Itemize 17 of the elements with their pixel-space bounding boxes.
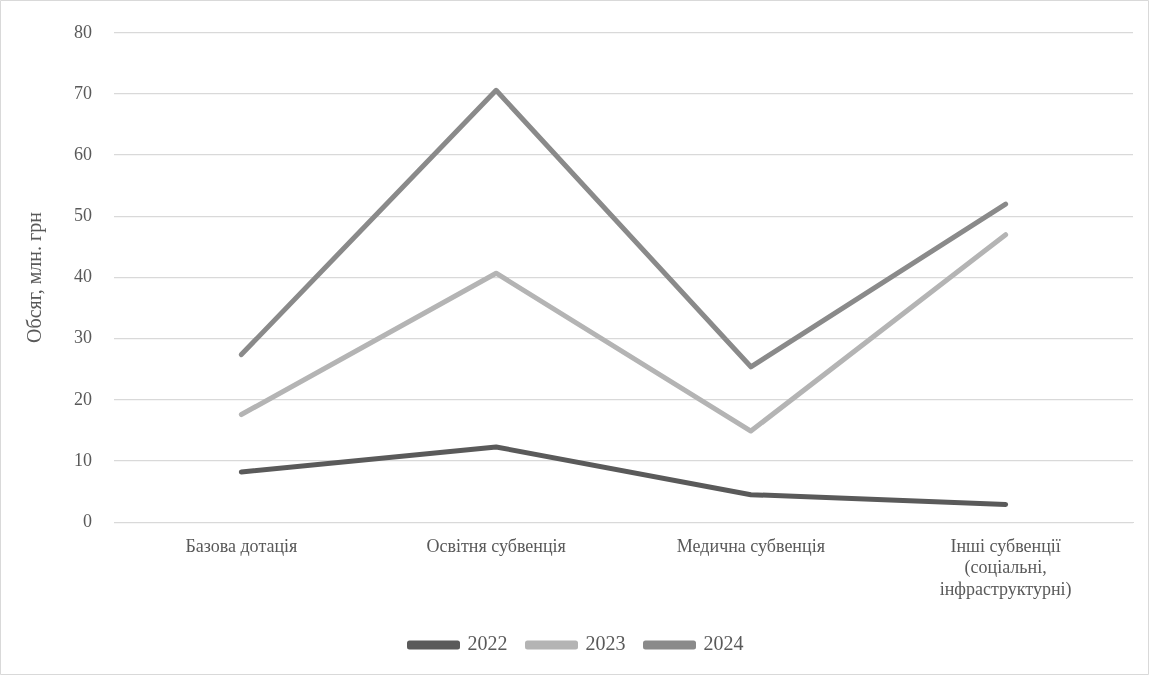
- x-tick-label: Інші субвенції (соціальні, інфраструктурні): [939, 535, 1072, 600]
- x-tick-label: Медична субвенція: [676, 535, 825, 556]
- x-tick-label: Освітня субвенція: [426, 535, 566, 556]
- y-tick-label: 70: [74, 82, 92, 103]
- x-tick-label: Базова дотація: [185, 535, 298, 556]
- y-tick-label: 60: [74, 143, 92, 164]
- y-tick-label: 20: [74, 388, 92, 409]
- y-tick-label: 80: [74, 21, 92, 42]
- legend-label: 2023: [585, 632, 626, 655]
- y-tick-label: 30: [74, 327, 92, 348]
- y-tick-label: 40: [74, 266, 92, 287]
- y-axis-title: Обсяг, млн. грн: [23, 211, 47, 343]
- y-tick-label: 0: [83, 510, 92, 531]
- y-tick-label: 10: [74, 449, 92, 470]
- legend-label: 2022: [467, 632, 508, 655]
- legend-label: 2024: [703, 632, 744, 655]
- y-tick-label: 50: [74, 205, 92, 226]
